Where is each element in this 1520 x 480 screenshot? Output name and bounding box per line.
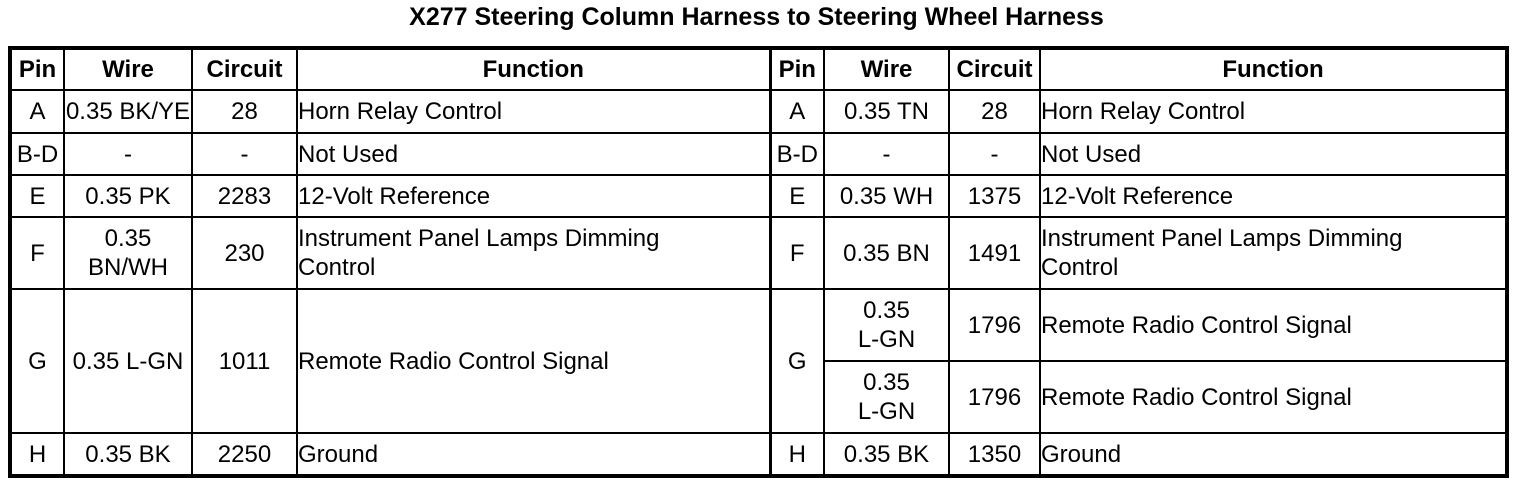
- right-function-f: Instrument Panel Lamps Dimming Control: [1039, 216, 1508, 290]
- right-circuit-a: 28: [948, 89, 1041, 134]
- left-header-wire: Wire: [63, 47, 193, 91]
- right-pin-bd: B-D: [768, 132, 825, 176]
- right-wire-bd: -: [823, 132, 950, 176]
- harness-pinout-table: Pin Wire Circuit Function Pin Wire Circu…: [8, 46, 1509, 478]
- table-row-g1: G 0.35 L-GN 1011 Remote Radio Control Si…: [9, 288, 1508, 434]
- right-function-bd: Not Used: [1039, 132, 1508, 176]
- left-wire-f: 0.35 BN/WH: [63, 216, 193, 290]
- right-function-h: Ground: [1039, 432, 1508, 477]
- right-circuit-g1: 1796: [948, 288, 1041, 362]
- right-header-circuit: Circuit: [948, 47, 1041, 91]
- table-row-g2: 0.35 L-GN 1796 Remote Radio Control Sign…: [10, 360, 1508, 434]
- right-circuit-f: 1491: [948, 216, 1041, 290]
- left-circuit-bd: -: [191, 132, 298, 176]
- right-function-g1: Remote Radio Control Signal: [1039, 288, 1508, 362]
- table-row-h: H 0.35 BK 2250 Ground H 0.35 BK 1350 Gro…: [9, 432, 1508, 477]
- left-function-f: Instrument Panel Lamps Dimming Control: [296, 216, 771, 290]
- right-pin-f: F: [768, 216, 825, 290]
- right-function-a: Horn Relay Control: [1039, 89, 1508, 134]
- table-row-bd: B-D - - Not Used B-D - - Not Used: [9, 132, 1508, 176]
- left-function-h: Ground: [296, 432, 771, 477]
- left-function-bd: Not Used: [296, 132, 771, 176]
- left-function-g: Remote Radio Control Signal: [296, 288, 771, 434]
- header-row: Pin Wire Circuit Function Pin Wire Circu…: [9, 47, 1508, 91]
- right-function-g2: Remote Radio Control Signal: [1039, 360, 1508, 434]
- right-circuit-g2: 1796: [948, 360, 1041, 434]
- left-function-e: 12-Volt Reference: [296, 174, 771, 218]
- page-title: X277 Steering Column Harness to Steering…: [409, 3, 1104, 31]
- right-wire-a: 0.35 TN: [823, 89, 950, 134]
- left-wire-g: 0.35 L-GN: [63, 288, 193, 434]
- right-header-pin: Pin: [768, 47, 825, 91]
- right-circuit-bd: -: [948, 132, 1041, 176]
- right-circuit-h: 1350: [948, 432, 1041, 477]
- left-pin-e: E: [9, 174, 65, 218]
- right-pin-e: E: [768, 174, 825, 218]
- right-function-e: 12-Volt Reference: [1039, 174, 1508, 218]
- left-circuit-h: 2250: [191, 432, 298, 477]
- left-pin-h: H: [9, 432, 65, 477]
- right-wire-g1: 0.35 L-GN: [823, 288, 950, 362]
- left-circuit-e: 2283: [191, 174, 298, 218]
- left-wire-e: 0.35 PK: [63, 174, 193, 218]
- left-wire-bd: -: [63, 132, 193, 176]
- left-circuit-g: 1011: [191, 288, 298, 434]
- table-row-f: F 0.35 BN/WH 230 Instrument Panel Lamps …: [9, 216, 1508, 290]
- left-header-function: Function: [296, 47, 771, 91]
- left-pin-a: A: [9, 89, 65, 134]
- right-header-function: Function: [1039, 47, 1508, 91]
- table-row-e: E 0.35 PK 2283 12-Volt Reference E 0.35 …: [9, 174, 1508, 218]
- left-pin-f: F: [9, 216, 65, 290]
- left-pin-g: G: [9, 288, 65, 434]
- right-wire-e: 0.35 WH: [823, 174, 950, 218]
- table-row-a: A 0.35 BK/YE 28 Horn Relay Control A 0.3…: [9, 89, 1508, 134]
- right-pin-a: A: [768, 89, 825, 134]
- left-header-pin: Pin: [9, 47, 65, 91]
- right-header-wire: Wire: [823, 47, 950, 91]
- right-circuit-e: 1375: [948, 174, 1041, 218]
- left-circuit-f: 230: [191, 216, 298, 290]
- left-header-circuit: Circuit: [191, 47, 298, 91]
- left-wire-a: 0.35 BK/YE: [63, 89, 193, 134]
- right-pin-g: G: [768, 288, 825, 434]
- right-wire-g2: 0.35 L-GN: [823, 360, 950, 434]
- left-function-a: Horn Relay Control: [296, 89, 771, 134]
- right-pin-h: H: [768, 432, 825, 477]
- right-wire-h: 0.35 BK: [823, 432, 950, 477]
- left-wire-h: 0.35 BK: [63, 432, 193, 477]
- left-pin-bd: B-D: [9, 132, 65, 176]
- left-circuit-a: 28: [191, 89, 298, 134]
- right-wire-f: 0.35 BN: [823, 216, 950, 290]
